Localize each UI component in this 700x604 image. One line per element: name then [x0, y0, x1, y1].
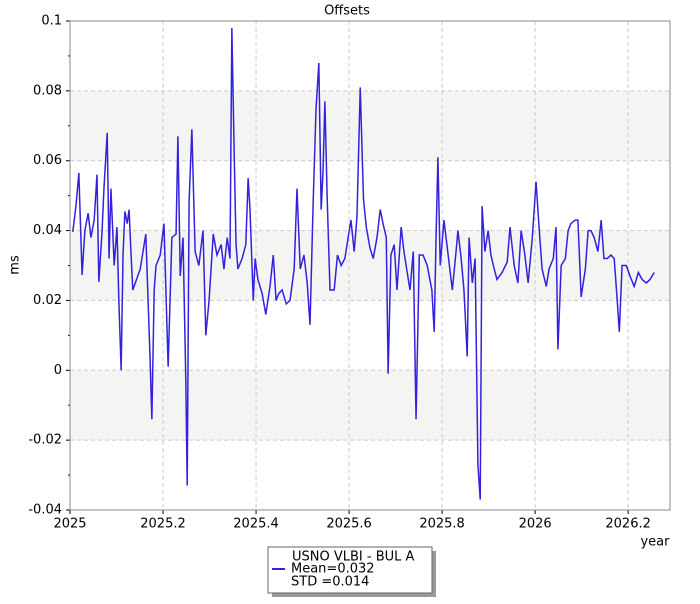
grid-band: [70, 90, 670, 161]
legend-stat: Mean=0.032: [291, 562, 375, 577]
plot-frame: [69, 20, 671, 511]
y-tick-label: 0.08: [33, 83, 62, 98]
y-tick-label: -0.02: [28, 433, 62, 448]
legend-box: [267, 546, 433, 594]
x-tick-label: 2026: [519, 517, 552, 532]
y-tick-label: 0.06: [33, 153, 62, 168]
x-tick-label: 2025.4: [233, 517, 279, 532]
y-axis-label: ms: [8, 255, 23, 275]
y-tick-label: 0.04: [33, 223, 62, 238]
y-tick-label: -0.04: [28, 503, 62, 518]
x-tick-label: 2025.8: [419, 517, 465, 532]
x-tick-label: 2025.6: [326, 517, 372, 532]
y-tick-label: 0.1: [41, 14, 62, 29]
y-tick-label: 0: [54, 363, 62, 378]
grid-band: [70, 370, 670, 441]
x-tick-label: 2025.2: [140, 517, 186, 532]
plot-area: -0.04 -0.02 0 0.02 0.04 0.06 0.08 0.1 2025 2025.2…: [28, 14, 671, 532]
x-tick-label: 2026.2: [605, 517, 651, 532]
x-axis-label: year: [640, 535, 670, 550]
legend-stat: STD =0.014: [291, 575, 369, 590]
data-line: [72, 27, 655, 500]
x-tick-label: 2025: [53, 517, 86, 532]
y-tick-label: 0.02: [33, 293, 62, 308]
legend-label: USNO VLBI - BUL A: [292, 550, 415, 565]
chart-title: Offsets: [324, 4, 370, 19]
